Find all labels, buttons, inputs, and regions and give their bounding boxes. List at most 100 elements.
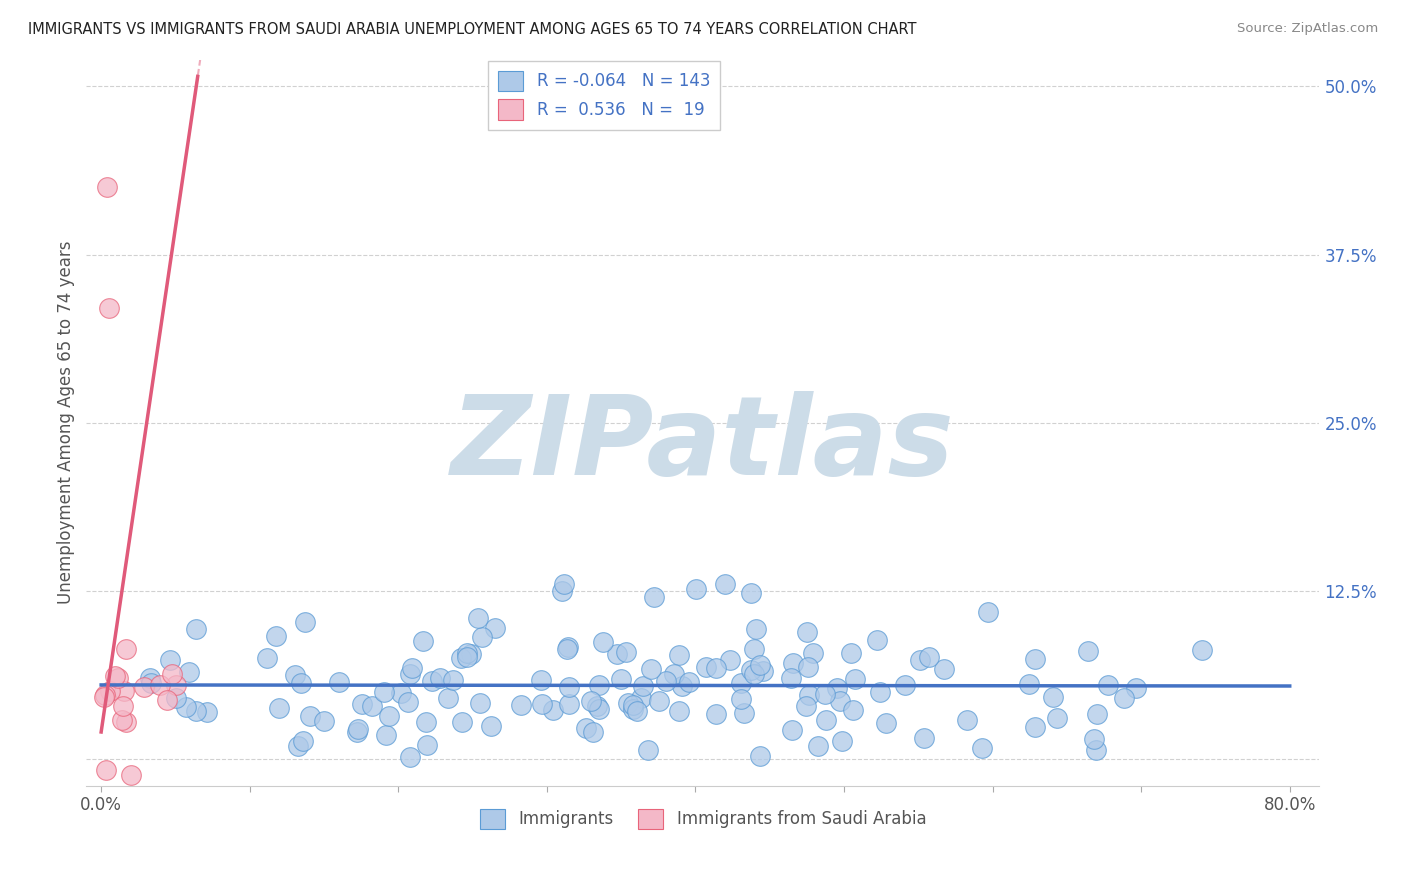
Point (713, 577, 735, 591)
Point (655, 673, 678, 688)
Point (932, 662, 955, 676)
Point (648, 694, 671, 708)
Point (588, 678, 610, 692)
Point (134, 681, 156, 695)
Point (93, 690, 115, 704)
Point (294, 615, 316, 629)
Point (830, 693, 852, 707)
Point (551, 583, 574, 598)
Point (389, 686, 412, 700)
Point (396, 695, 419, 709)
Point (350, 697, 373, 711)
Point (733, 706, 755, 720)
Point (139, 675, 162, 690)
Point (177, 665, 200, 680)
Point (98, 684, 121, 698)
Point (1024, 720, 1046, 734)
Point (1125, 681, 1147, 696)
Point (484, 621, 506, 635)
Point (429, 672, 451, 686)
Point (159, 652, 181, 666)
Point (841, 703, 863, 717)
Point (460, 647, 482, 661)
Point (443, 673, 465, 687)
Point (616, 696, 638, 710)
Point (914, 731, 936, 746)
Text: Source: ZipAtlas.com: Source: ZipAtlas.com (1237, 22, 1378, 36)
Point (557, 640, 579, 655)
Point (1083, 732, 1105, 747)
Point (794, 698, 817, 713)
Point (160, 666, 183, 681)
Point (269, 701, 291, 715)
Point (585, 699, 607, 714)
Point (671, 679, 693, 693)
Point (643, 591, 665, 605)
Point (378, 709, 401, 723)
Point (361, 699, 384, 714)
Point (467, 611, 489, 625)
Point (174, 700, 197, 714)
Point (186, 704, 208, 718)
Point (869, 685, 891, 699)
Point (637, 742, 659, 756)
Point (290, 675, 312, 690)
Point (1191, 643, 1213, 657)
Point (346, 722, 368, 736)
Point (399, 667, 422, 681)
Point (115, 642, 138, 657)
Point (264, 629, 287, 643)
Point (256, 651, 278, 665)
Point (977, 605, 1000, 619)
Point (662, 666, 685, 681)
Y-axis label: Unemployment Among Ages 65 to 74 years: Unemployment Among Ages 65 to 74 years (58, 241, 75, 605)
Point (799, 688, 821, 702)
Point (797, 659, 820, 673)
Point (437, 691, 460, 706)
Point (165, 678, 187, 692)
Point (780, 671, 803, 685)
Point (621, 702, 644, 716)
Point (1042, 690, 1064, 704)
Point (287, 739, 309, 753)
Point (450, 650, 472, 665)
Point (110, 713, 132, 727)
Point (401, 661, 423, 675)
Point (299, 709, 322, 723)
Point (1084, 743, 1107, 757)
Point (530, 673, 553, 687)
Point (456, 649, 478, 664)
Point (695, 660, 717, 674)
Point (111, 698, 134, 713)
Point (807, 739, 830, 754)
Point (606, 647, 628, 661)
Point (1024, 652, 1046, 666)
Point (553, 577, 575, 591)
Point (94, 688, 117, 702)
Point (312, 714, 335, 728)
Point (416, 738, 439, 752)
Point (866, 632, 889, 647)
Point (541, 703, 564, 717)
Point (456, 646, 478, 660)
Point (555, 642, 578, 657)
Point (138, 672, 160, 686)
Point (614, 645, 637, 659)
Point (668, 704, 690, 718)
Point (481, 718, 503, 732)
Point (412, 633, 434, 648)
Point (582, 724, 605, 739)
Point (814, 687, 837, 701)
Point (815, 713, 838, 727)
Point (557, 680, 579, 694)
Point (107, 671, 129, 685)
Point (745, 623, 768, 637)
Point (165, 690, 187, 705)
Point (631, 679, 654, 693)
Point (156, 693, 179, 707)
Point (839, 646, 862, 660)
Point (346, 724, 368, 739)
Point (592, 635, 614, 649)
Point (104, 669, 127, 683)
Point (509, 698, 531, 712)
